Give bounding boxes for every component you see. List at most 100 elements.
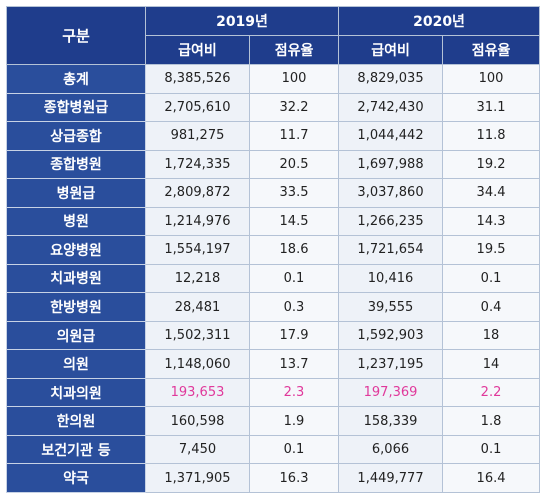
table-row: 총계 8,385,526 100 8,829,035 100	[6, 64, 541, 94]
cell-benefit-2019: 1,502,311	[145, 320, 250, 351]
cell-share-2019: 2.3	[248, 377, 340, 408]
table-row: 종합병원 1,724,335 20.5 1,697,988 19.2	[6, 149, 541, 180]
cell-share-2020: 19.2	[442, 149, 541, 180]
header-category: 구분	[6, 6, 146, 65]
cell-benefit-2020: 1,237,195	[338, 349, 444, 379]
header-benefit-2020: 급여비	[338, 35, 444, 65]
cell-share-2020: 34.4	[442, 178, 541, 208]
table-row: 종합병원급 2,705,610 32.2 2,742,430 31.1	[6, 92, 541, 123]
cell-benefit-2019: 2,705,610	[145, 92, 250, 123]
row-label: 약국	[6, 463, 146, 493]
table-header: 구분 2019년 2020년 급여비 점유율 급여비 점유율	[6, 6, 541, 65]
table-row: 상급종합 981,275 11.7 1,044,442 11.8	[6, 121, 541, 151]
table-row: 의원 1,148,060 13.7 1,237,195 14	[6, 349, 541, 379]
cell-share-2019: 16.3	[248, 463, 340, 493]
cell-share-2020: 100	[442, 64, 541, 94]
header-year-2019: 2019년	[144, 6, 340, 36]
cell-share-2020: 16.4	[442, 463, 541, 493]
row-label: 병원급	[6, 178, 146, 208]
cell-share-2019: 20.5	[248, 149, 340, 180]
table-row: 한방병원 28,481 0.3 39,555 0.4	[6, 292, 541, 322]
cell-share-2020: 14	[442, 349, 541, 379]
cell-share-2019: 1.9	[248, 406, 340, 436]
cell-share-2019: 18.6	[248, 235, 340, 265]
cell-benefit-2020: 8,829,035	[338, 64, 444, 94]
row-label: 종합병원	[6, 149, 146, 180]
cell-benefit-2019: 981,275	[145, 121, 250, 151]
cell-benefit-2019: 7,450	[145, 434, 250, 465]
table-row: 보건기관 등 7,450 0.1 6,066 0.1	[6, 434, 541, 465]
cell-benefit-2020: 1,592,903	[338, 320, 444, 351]
cell-share-2020: 31.1	[442, 92, 541, 123]
cell-benefit-2019: 28,481	[145, 292, 250, 322]
cell-share-2020: 1.8	[442, 406, 541, 436]
row-label: 한방병원	[6, 292, 146, 322]
cell-share-2019: 0.3	[248, 292, 340, 322]
cell-benefit-2020: 1,266,235	[338, 206, 444, 237]
cell-benefit-2019: 160,598	[145, 406, 250, 436]
cell-benefit-2020: 1,044,442	[338, 121, 444, 151]
cell-share-2019: 33.5	[248, 178, 340, 208]
header-benefit-2019: 급여비	[145, 35, 250, 65]
cell-benefit-2019: 1,371,905	[145, 463, 250, 493]
table-row: 치과의원 193,653 2.3 197,369 2.2	[6, 377, 541, 408]
cell-benefit-2020: 197,369	[338, 377, 444, 408]
cell-share-2019: 32.2	[248, 92, 340, 123]
cell-benefit-2020: 1,449,777	[338, 463, 444, 493]
cell-share-2020: 0.1	[442, 263, 541, 294]
table-row: 의원급 1,502,311 17.9 1,592,903 18	[6, 320, 541, 351]
row-label: 종합병원급	[6, 92, 146, 123]
cell-benefit-2020: 3,037,860	[338, 178, 444, 208]
cell-benefit-2020: 1,697,988	[338, 149, 444, 180]
row-label: 총계	[6, 64, 146, 94]
cell-benefit-2020: 2,742,430	[338, 92, 444, 123]
cell-benefit-2019: 2,809,872	[145, 178, 250, 208]
header-row-years: 구분 2019년 2020년	[6, 6, 541, 65]
table-body: 총계 8,385,526 100 8,829,035 100 종합병원급 2,705,610…	[6, 64, 541, 493]
table-row: 치과병원 12,218 0.1 10,416 0.1	[6, 263, 541, 294]
cell-share-2019: 100	[248, 64, 340, 94]
cell-benefit-2019: 193,653	[145, 377, 250, 408]
cell-benefit-2019: 12,218	[145, 263, 250, 294]
cell-share-2020: 14.3	[442, 206, 541, 237]
cell-share-2020: 18	[442, 320, 541, 351]
row-label: 병원	[6, 206, 146, 237]
row-label: 한의원	[6, 406, 146, 436]
row-label: 치과의원	[6, 377, 146, 408]
row-label: 상급종합	[6, 121, 146, 151]
cell-benefit-2019: 1,214,976	[145, 206, 250, 237]
header-row-columns: 급여비 점유율 급여비 점유율	[7, 35, 541, 65]
cell-share-2020: 0.4	[442, 292, 541, 322]
cell-benefit-2019: 1,148,060	[145, 349, 250, 379]
cell-benefit-2020: 1,721,654	[338, 235, 444, 265]
header-share-2019: 점유율	[248, 35, 340, 65]
row-label: 요양병원	[6, 235, 146, 265]
cell-benefit-2020: 158,339	[338, 406, 444, 436]
cell-benefit-2019: 1,554,197	[145, 235, 250, 265]
row-label: 의원급	[6, 320, 146, 351]
cell-benefit-2020: 39,555	[338, 292, 444, 322]
row-label: 의원	[6, 349, 146, 379]
table-row: 요양병원 1,554,197 18.6 1,721,654 19.5	[6, 235, 541, 265]
header-share-2020: 점유율	[442, 35, 541, 65]
cell-share-2020: 11.8	[442, 121, 541, 151]
cell-share-2020: 19.5	[442, 235, 541, 265]
cell-benefit-2020: 6,066	[338, 434, 444, 465]
cell-share-2020: 0.1	[442, 434, 541, 465]
row-label: 보건기관 등	[6, 434, 146, 465]
cell-share-2020: 2.2	[442, 377, 541, 408]
cell-share-2019: 0.1	[248, 434, 340, 465]
cell-share-2019: 0.1	[248, 263, 340, 294]
row-label: 치과병원	[6, 263, 146, 294]
cell-share-2019: 14.5	[248, 206, 340, 237]
cell-benefit-2019: 1,724,335	[145, 149, 250, 180]
cell-benefit-2019: 8,385,526	[145, 64, 250, 94]
cell-share-2019: 11.7	[248, 121, 340, 151]
table-row: 한의원 160,598 1.9 158,339 1.8	[6, 406, 541, 436]
header-year-2020: 2020년	[338, 6, 541, 36]
table-row: 병원급 2,809,872 33.5 3,037,860 34.4	[6, 178, 541, 208]
benefit-share-table: 구분 2019년 2020년 급여비 점유율 급여비 점유율 총계 8,385,5…	[6, 6, 541, 493]
cell-benefit-2020: 10,416	[338, 263, 444, 294]
table-row: 약국 1,371,905 16.3 1,449,777 16.4	[6, 463, 541, 493]
cell-share-2019: 17.9	[248, 320, 340, 351]
